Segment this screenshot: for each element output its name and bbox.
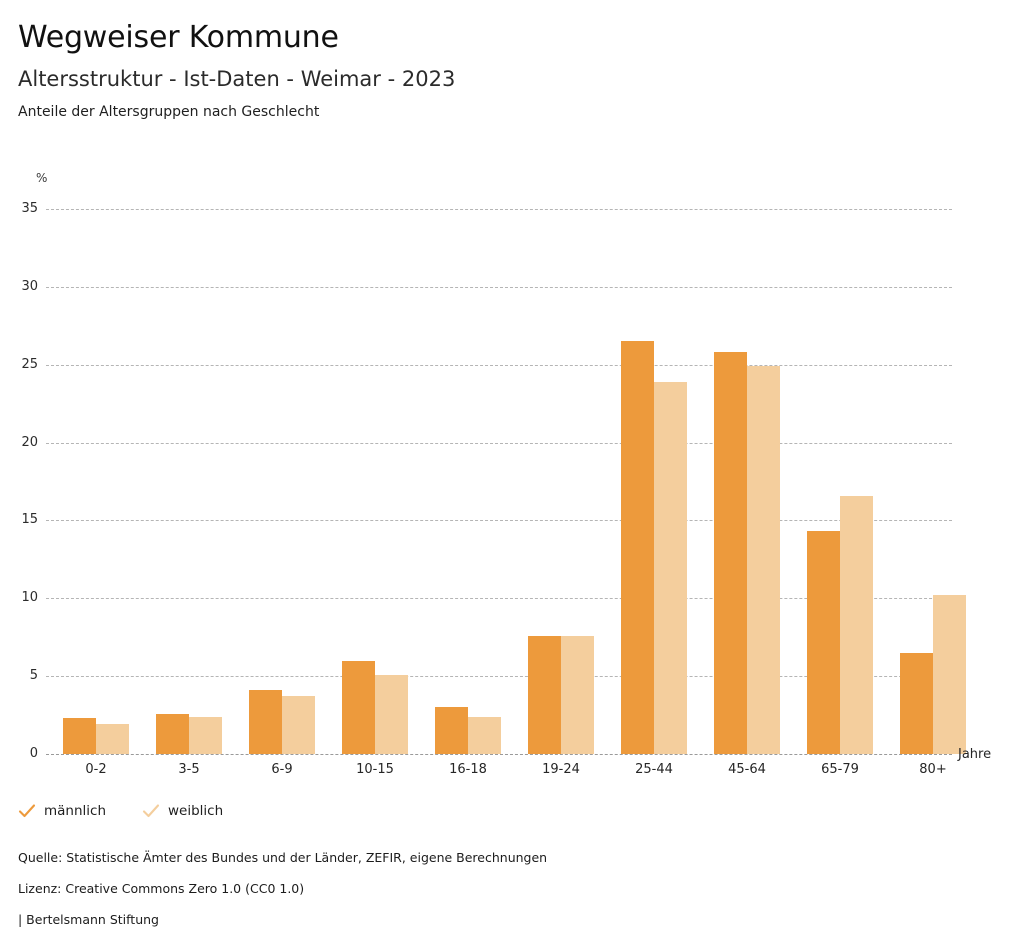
x-axis-title: Jahre xyxy=(958,747,992,762)
bar-männlich-19-24[interactable] xyxy=(528,635,561,754)
bar-group-45-64 xyxy=(714,209,782,754)
bar-männlich-6-9[interactable] xyxy=(249,690,282,754)
bar-group-25-44 xyxy=(621,209,689,754)
bar-männlich-16-18[interactable] xyxy=(435,707,468,754)
gridline-35 xyxy=(46,209,952,210)
bar-weiblich-19-24[interactable] xyxy=(561,635,594,754)
bar-männlich-10-15[interactable] xyxy=(342,660,375,754)
y-axis-tick-labels: 0 5 10 15 20 25 30 35 xyxy=(4,201,38,761)
chart-gridlines xyxy=(46,209,952,755)
chart-footer: Quelle: Statistische Ämter des Bundes un… xyxy=(18,842,998,935)
x-tick-label-3-5: 3-5 xyxy=(178,762,200,777)
bar-weiblich-6-9[interactable] xyxy=(282,696,315,754)
chart-plot-bars xyxy=(46,209,966,754)
y-tick-label: 10 xyxy=(21,590,38,606)
bar-weiblich-16-18[interactable] xyxy=(468,716,501,754)
y-tick-label: 30 xyxy=(21,278,38,294)
gridline-5 xyxy=(46,676,952,678)
x-tick-label-10-15: 10-15 xyxy=(356,762,394,777)
y-tick-label: 5 xyxy=(29,668,38,684)
bar-chart: % 0 5 10 15 20 25 30 35 0-2 3-5 6-9 10-15 16-18 19-2… xyxy=(4,171,992,777)
footer-line-3: | Bertelsmann Stiftung xyxy=(18,912,159,927)
page-title: Wegweiser Kommune xyxy=(18,20,339,55)
bar-männlich-0-2[interactable] xyxy=(63,718,96,754)
bar-weiblich-0-2[interactable] xyxy=(96,724,129,754)
bar-weiblich-80+[interactable] xyxy=(933,595,966,754)
bar-männlich-3-5[interactable] xyxy=(156,713,189,754)
bar-weiblich-3-5[interactable] xyxy=(189,716,222,754)
bar-group-3-5 xyxy=(156,209,224,754)
chart-legend: männlich weiblich xyxy=(18,802,259,820)
bar-group-6-9 xyxy=(249,209,317,754)
bar-group-10-15 xyxy=(342,209,410,754)
gridline-15 xyxy=(46,520,952,522)
y-tick-label: 0 xyxy=(29,746,38,761)
bar-männlich-80+[interactable] xyxy=(900,652,933,754)
bar-weiblich-65-79[interactable] xyxy=(840,495,873,754)
gridline-0 xyxy=(46,754,952,755)
bar-group-80+ xyxy=(900,209,968,754)
x-tick-label-19-24: 19-24 xyxy=(542,762,580,777)
y-axis-unit-label: % xyxy=(36,171,48,185)
chart-subtitle: Altersstruktur - Ist-Daten - Weimar - 20… xyxy=(18,67,456,91)
x-tick-label-16-18: 16-18 xyxy=(449,762,487,777)
bar-männlich-45-64[interactable] xyxy=(714,352,747,754)
chart-header: Wegweiser Kommune Altersstruktur - Ist-D… xyxy=(18,0,1008,121)
gridline-10 xyxy=(46,598,952,600)
chart-description: Anteile der Altersgruppen nach Geschlech… xyxy=(18,104,320,120)
footer-line-2: Lizenz: Creative Commons Zero 1.0 (CC0 1… xyxy=(18,881,305,896)
bar-group-65-79 xyxy=(807,209,875,754)
bar-männlich-65-79[interactable] xyxy=(807,531,840,754)
y-tick-label: 20 xyxy=(21,434,38,450)
bar-weiblich-10-15[interactable] xyxy=(375,674,408,754)
x-tick-label-65-79: 65-79 xyxy=(821,762,859,777)
bar-group-16-18 xyxy=(435,209,503,754)
bar-weiblich-45-64[interactable] xyxy=(747,366,780,754)
gridline-20 xyxy=(46,442,952,444)
gridline-30 xyxy=(46,286,952,288)
x-tick-label-6-9: 6-9 xyxy=(271,762,293,777)
bar-group-19-24 xyxy=(528,209,596,754)
check-icon[interactable] xyxy=(142,802,160,820)
legend-label: männlich xyxy=(44,803,107,819)
x-tick-label-25-44: 25-44 xyxy=(635,762,673,777)
check-icon[interactable] xyxy=(18,802,36,820)
bar-group-0-2 xyxy=(63,209,131,754)
y-tick-label: 15 xyxy=(21,512,38,528)
legend-item-weiblich[interactable]: weiblich xyxy=(142,802,223,820)
legend-item-männlich[interactable]: männlich xyxy=(18,802,106,820)
y-tick-label: 25 xyxy=(21,356,38,372)
gridline-25 xyxy=(46,364,952,366)
x-tick-label-45-64: 45-64 xyxy=(728,762,766,777)
bar-männlich-25-44[interactable] xyxy=(621,341,654,754)
x-tick-label-0-2: 0-2 xyxy=(85,762,107,777)
footer-line-1: Quelle: Statistische Ämter des Bundes un… xyxy=(18,850,548,865)
legend-label: weiblich xyxy=(168,803,224,819)
bar-weiblich-25-44[interactable] xyxy=(654,381,687,754)
y-tick-label: 35 xyxy=(21,201,38,216)
x-tick-label-80+: 80+ xyxy=(919,762,947,777)
